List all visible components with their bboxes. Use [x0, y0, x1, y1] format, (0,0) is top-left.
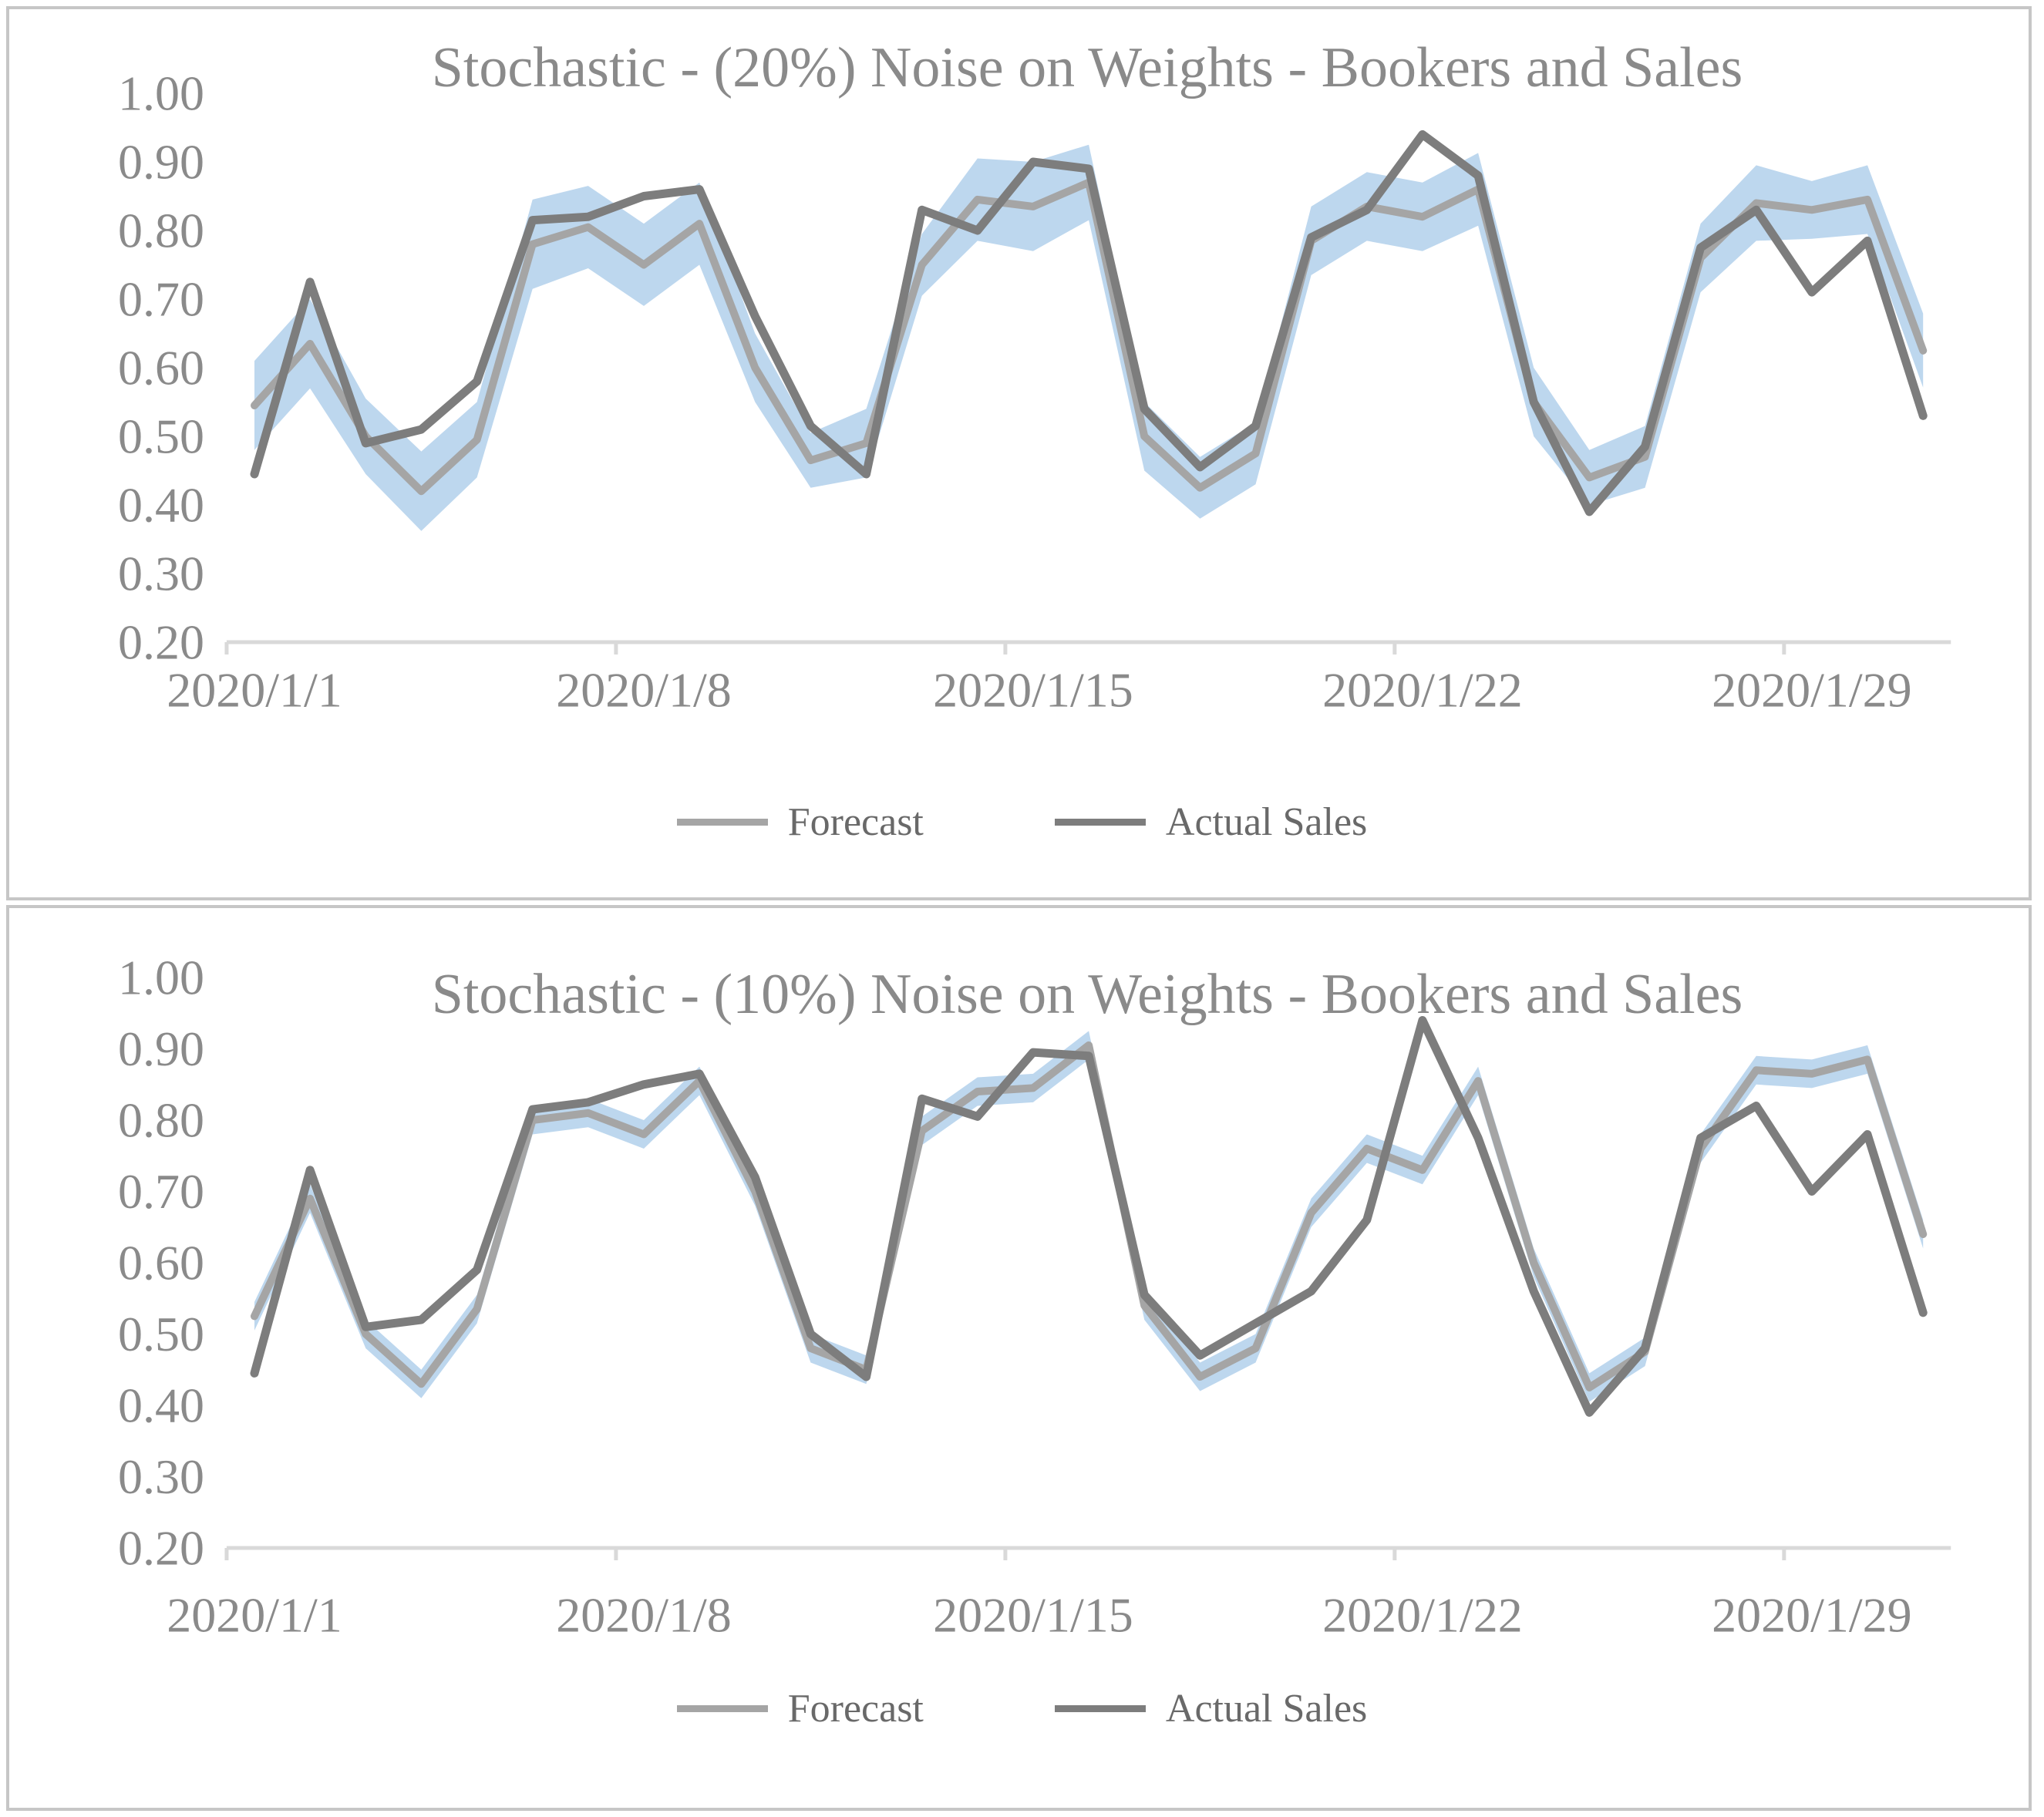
legend-label-actual-sales: Actual Sales: [1165, 1686, 1368, 1731]
legend-item-forecast: Forecast: [676, 1686, 924, 1731]
forecast-line-swatch: [676, 1704, 768, 1712]
chart-panel-10pct: [6, 905, 2032, 1811]
legend-10pct: Forecast Actual Sales: [0, 1685, 2044, 1731]
legend-label-forecast: Forecast: [787, 799, 924, 844]
actual-sales-line-swatch: [1054, 1704, 1146, 1712]
legend-item-actual-sales: Actual Sales: [1054, 799, 1368, 845]
legend-label-actual-sales: Actual Sales: [1165, 799, 1368, 844]
forecast-line-swatch: [676, 818, 768, 826]
actual-sales-line-swatch: [1054, 818, 1146, 826]
chart-title-10pct: Stochastic - (10%) Noise on Weights - Bo…: [431, 963, 1743, 1026]
chart-title-20pct: Stochastic - (20%) Noise on Weights - Bo…: [431, 36, 1743, 99]
legend-label-forecast: Forecast: [787, 1686, 924, 1731]
legend-item-actual-sales: Actual Sales: [1054, 1686, 1368, 1731]
legend-item-forecast: Forecast: [676, 799, 924, 845]
chart-panel-20pct: [6, 6, 2032, 900]
legend-20pct: Forecast Actual Sales: [0, 799, 2044, 845]
